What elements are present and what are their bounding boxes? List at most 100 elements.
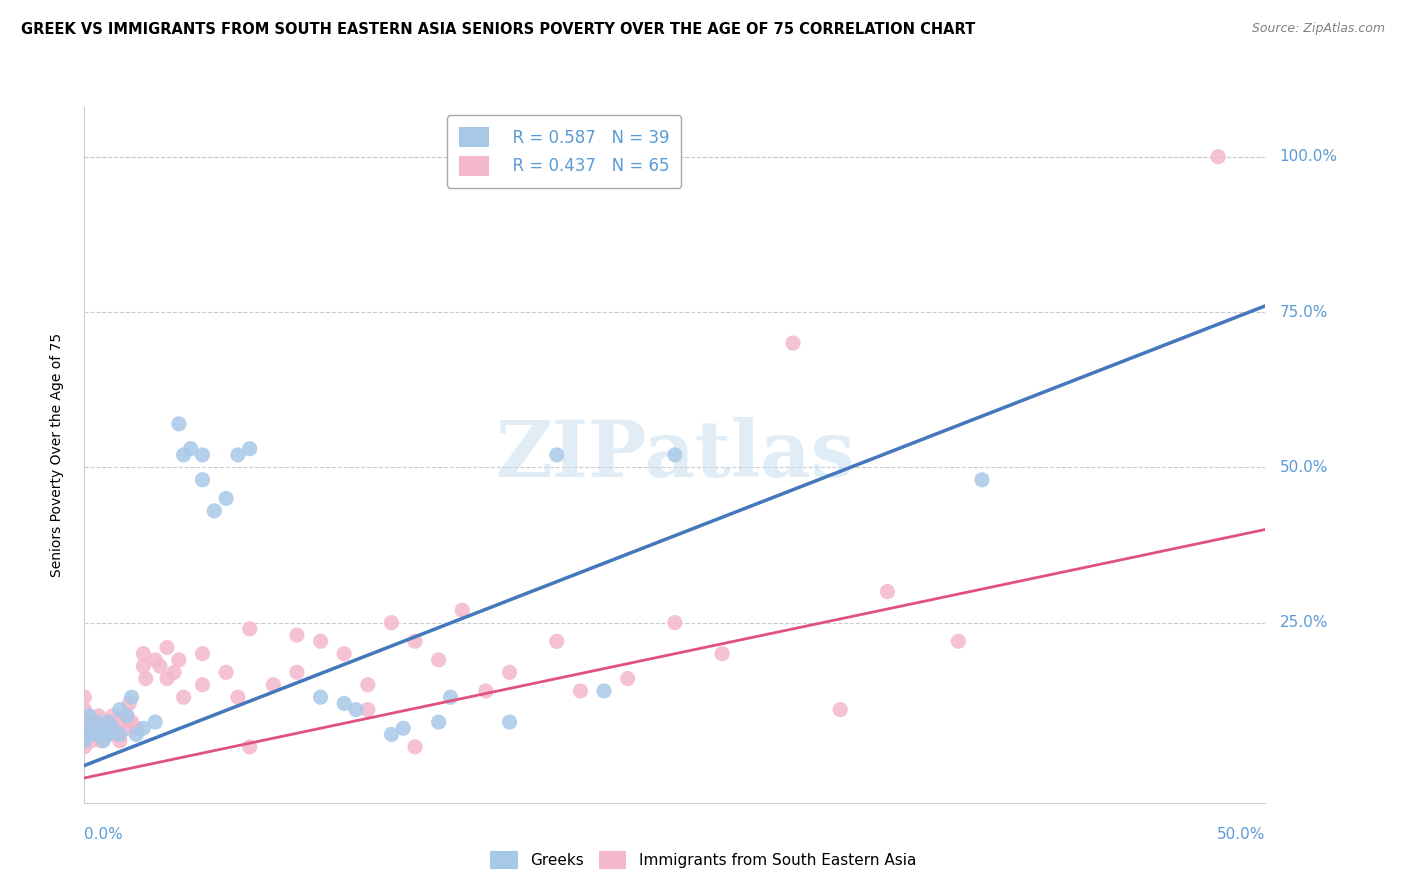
Point [73, 733, 96, 747]
Point [149, 659, 172, 673]
Point [143, 653, 166, 667]
Point [344, 703, 367, 717]
Point [226, 448, 249, 462]
Point [970, 473, 993, 487]
Text: GREEK VS IMMIGRANTS FROM SOUTH EASTERN ASIA SENIORS POVERTY OVER THE AGE OF 75 C: GREEK VS IMMIGRANTS FROM SOUTH EASTERN A… [21, 22, 976, 37]
Point [215, 491, 238, 506]
Point [73, 703, 96, 717]
Point [115, 721, 138, 735]
Text: ZIPatlas: ZIPatlas [495, 417, 855, 493]
Text: 25.0%: 25.0% [1279, 615, 1327, 630]
Point [357, 703, 380, 717]
Text: 75.0%: 75.0% [1279, 304, 1327, 319]
Point [427, 714, 450, 729]
Point [91, 721, 114, 735]
Point [782, 336, 804, 351]
Text: 50.0%: 50.0% [1218, 827, 1265, 841]
Point [80, 733, 103, 747]
Point [121, 714, 143, 729]
Point [115, 708, 138, 723]
Point [108, 733, 131, 747]
Point [73, 690, 96, 705]
Text: 50.0%: 50.0% [1279, 460, 1327, 475]
Point [101, 721, 124, 735]
Point [108, 703, 131, 717]
Point [163, 665, 186, 680]
Point [948, 634, 970, 648]
Point [239, 622, 262, 636]
Point [439, 690, 461, 705]
Point [121, 690, 143, 705]
Point [215, 665, 238, 680]
Point [285, 628, 308, 642]
Legend:   R = 0.587   N = 39,   R = 0.437   N = 65: R = 0.587 N = 39, R = 0.437 N = 65 [447, 115, 681, 187]
Point [91, 733, 114, 747]
Point [380, 727, 402, 741]
Point [84, 714, 107, 729]
Point [239, 442, 262, 456]
Point [73, 721, 96, 735]
Point [451, 603, 474, 617]
Point [97, 714, 120, 729]
Point [616, 672, 638, 686]
Point [80, 714, 103, 729]
Text: Source: ZipAtlas.com: Source: ZipAtlas.com [1251, 22, 1385, 36]
Point [125, 727, 148, 741]
Text: 0.0%: 0.0% [84, 827, 124, 841]
Point [87, 721, 110, 735]
Point [108, 714, 131, 729]
Text: 100.0%: 100.0% [1279, 149, 1337, 164]
Legend: Greeks, Immigrants from South Eastern Asia: Greeks, Immigrants from South Eastern As… [484, 845, 922, 875]
Point [546, 634, 568, 648]
Point [498, 665, 520, 680]
Point [191, 448, 214, 462]
Point [132, 659, 155, 673]
Point [173, 690, 195, 705]
Point [73, 739, 96, 754]
Point [90, 733, 112, 747]
Point [107, 727, 129, 741]
Point [97, 727, 120, 741]
Point [97, 714, 120, 729]
Point [262, 678, 284, 692]
Point [1206, 150, 1229, 164]
Point [135, 672, 157, 686]
Point [569, 684, 592, 698]
Y-axis label: Seniors Poverty Over the Age of 75: Seniors Poverty Over the Age of 75 [49, 333, 63, 577]
Point [132, 647, 155, 661]
Point [664, 615, 686, 630]
Point [309, 690, 332, 705]
Point [357, 678, 380, 692]
Point [87, 708, 110, 723]
Point [404, 739, 426, 754]
Point [77, 708, 100, 723]
Point [285, 665, 308, 680]
Point [132, 721, 155, 735]
Point [173, 448, 195, 462]
Point [333, 647, 356, 661]
Point [392, 721, 415, 735]
Point [498, 714, 520, 729]
Point [202, 504, 225, 518]
Point [191, 647, 214, 661]
Point [101, 721, 124, 735]
Point [380, 615, 402, 630]
Point [546, 448, 568, 462]
Point [180, 442, 202, 456]
Point [125, 721, 148, 735]
Point [427, 653, 450, 667]
Point [830, 703, 852, 717]
Point [226, 690, 249, 705]
Point [143, 714, 166, 729]
Point [73, 714, 96, 729]
Point [156, 672, 179, 686]
Point [191, 473, 214, 487]
Point [97, 721, 120, 735]
Point [97, 727, 120, 741]
Point [167, 417, 190, 431]
Point [80, 727, 103, 741]
Point [156, 640, 179, 655]
Point [118, 697, 141, 711]
Point [101, 708, 124, 723]
Point [711, 647, 734, 661]
